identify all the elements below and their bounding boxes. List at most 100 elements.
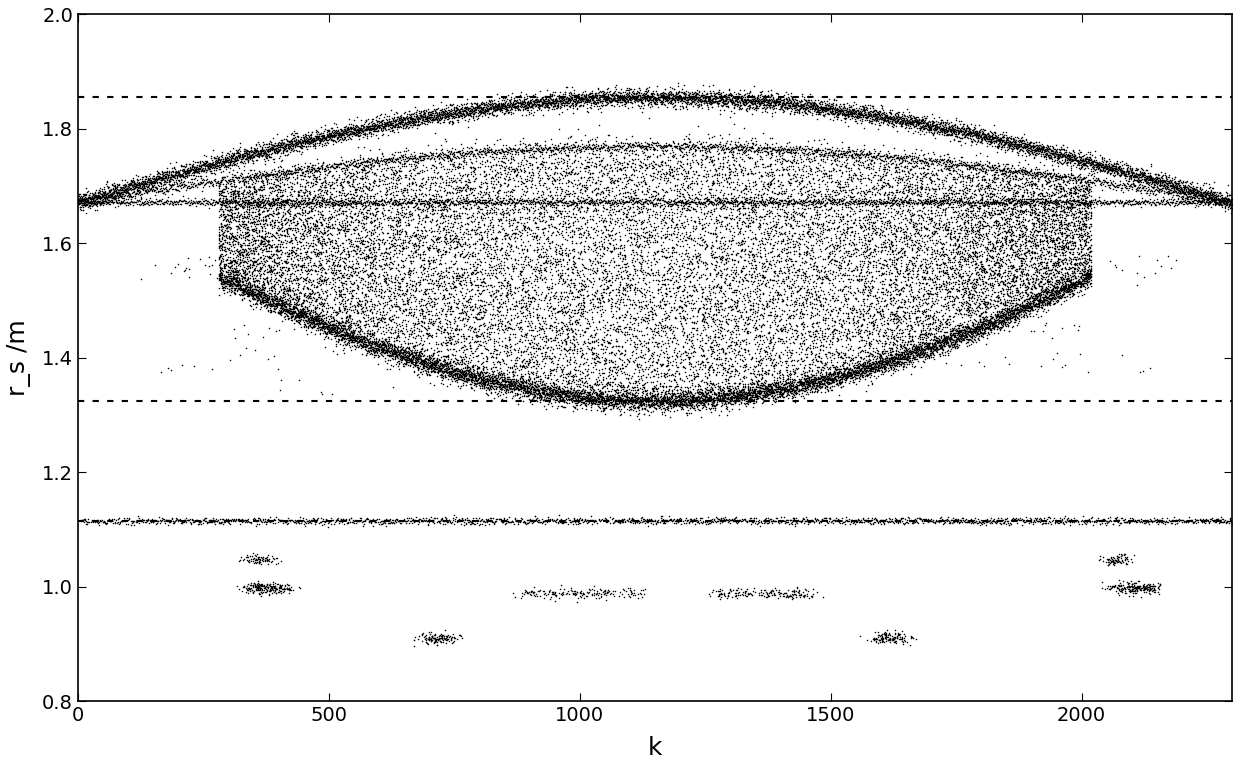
Point — [994, 158, 1014, 170]
Point — [253, 214, 273, 226]
Point — [349, 261, 369, 273]
Point — [561, 261, 581, 273]
Point — [452, 632, 472, 644]
Point — [841, 367, 861, 379]
Point — [790, 588, 810, 600]
Point — [260, 556, 280, 568]
Point — [923, 168, 943, 180]
Point — [690, 380, 710, 393]
Point — [178, 514, 198, 526]
Point — [778, 270, 798, 282]
Point — [607, 393, 627, 405]
Point — [1030, 263, 1049, 275]
Point — [643, 381, 663, 393]
Point — [629, 81, 649, 94]
Point — [223, 150, 243, 163]
Point — [187, 513, 207, 525]
Point — [1203, 194, 1223, 206]
Point — [512, 301, 532, 313]
Point — [389, 515, 409, 527]
Point — [577, 394, 597, 407]
Point — [245, 243, 265, 255]
Point — [681, 154, 701, 166]
Point — [881, 314, 901, 327]
Point — [1077, 221, 1097, 233]
Point — [404, 116, 424, 128]
Point — [585, 384, 605, 397]
Point — [1121, 581, 1141, 593]
Point — [834, 369, 854, 381]
Point — [747, 268, 767, 280]
Point — [1070, 193, 1090, 206]
Point — [382, 338, 401, 351]
Point — [923, 295, 943, 308]
Point — [870, 105, 890, 117]
Point — [266, 140, 286, 152]
Point — [577, 94, 597, 107]
Point — [493, 206, 513, 219]
Point — [353, 262, 373, 275]
Point — [87, 193, 107, 205]
Point — [306, 310, 326, 322]
Point — [533, 186, 553, 199]
Point — [1059, 229, 1079, 242]
Point — [648, 179, 668, 192]
Point — [1043, 169, 1063, 181]
Point — [84, 197, 104, 209]
Point — [953, 276, 973, 288]
Point — [496, 211, 515, 223]
Point — [213, 241, 233, 253]
Point — [738, 294, 758, 306]
Point — [414, 110, 434, 122]
Point — [821, 372, 841, 384]
Point — [248, 281, 268, 293]
Point — [278, 293, 297, 305]
Point — [405, 113, 425, 125]
Point — [844, 208, 864, 220]
Point — [949, 269, 969, 281]
Point — [225, 158, 245, 170]
Point — [212, 159, 232, 171]
Point — [98, 191, 118, 203]
Point — [187, 197, 207, 209]
Point — [1115, 554, 1135, 566]
Point — [394, 160, 414, 172]
Point — [617, 358, 637, 370]
Point — [978, 135, 997, 147]
Point — [688, 387, 707, 399]
Point — [710, 160, 730, 173]
Point — [157, 166, 177, 178]
Point — [1042, 518, 1062, 531]
Point — [496, 152, 515, 164]
Point — [142, 172, 162, 184]
Point — [437, 353, 457, 365]
Point — [1125, 515, 1145, 528]
Point — [234, 210, 254, 222]
Point — [769, 381, 789, 393]
Point — [405, 358, 425, 370]
Point — [512, 99, 532, 111]
Point — [1072, 249, 1092, 262]
Point — [468, 308, 488, 321]
Point — [725, 513, 745, 525]
Point — [331, 285, 351, 298]
Point — [676, 333, 696, 345]
Point — [844, 191, 864, 203]
Point — [752, 373, 772, 385]
Point — [738, 144, 758, 156]
Point — [529, 196, 549, 208]
Point — [253, 179, 273, 191]
Point — [541, 200, 561, 212]
Point — [652, 393, 672, 406]
Point — [247, 150, 266, 162]
Point — [342, 326, 362, 338]
Point — [911, 338, 930, 351]
Point — [332, 333, 352, 345]
Point — [636, 515, 655, 528]
Point — [762, 386, 782, 398]
Point — [294, 187, 313, 199]
Point — [514, 173, 534, 185]
Point — [699, 517, 719, 529]
Point — [969, 163, 989, 176]
Point — [890, 349, 909, 361]
